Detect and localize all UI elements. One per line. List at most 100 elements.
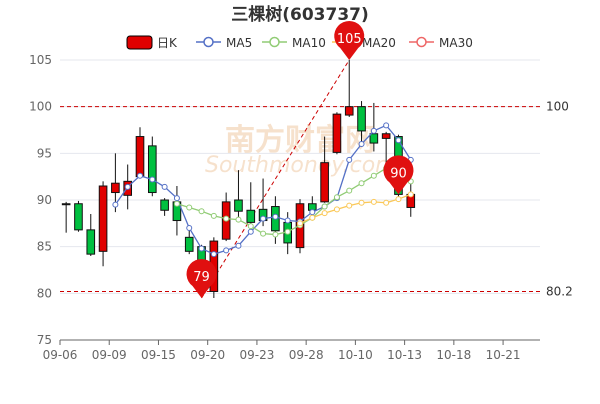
candle-body bbox=[369, 133, 379, 144]
reference-label: 80.2 bbox=[546, 284, 573, 298]
ma-point bbox=[149, 176, 156, 183]
ma-point bbox=[173, 195, 180, 202]
candle-body bbox=[320, 162, 329, 203]
ma-point bbox=[407, 191, 414, 198]
candle-body bbox=[74, 203, 83, 231]
ma-point bbox=[112, 201, 119, 208]
ma-point bbox=[297, 220, 303, 227]
trend-line bbox=[201, 59, 350, 299]
x-tick-label: 09-23 bbox=[239, 348, 274, 362]
ma-point bbox=[395, 137, 402, 144]
legend-label: MA20 bbox=[362, 36, 396, 50]
x-tick-label: 10-13 bbox=[387, 348, 422, 362]
ma-point bbox=[173, 200, 180, 207]
x-tick-label: 09-09 bbox=[92, 348, 127, 362]
ma-point bbox=[358, 141, 365, 147]
ma-point bbox=[223, 215, 230, 222]
legend-label: MA5 bbox=[226, 36, 252, 50]
ma-point bbox=[260, 215, 267, 222]
ma-point bbox=[370, 198, 377, 205]
y-tick-label: 95 bbox=[37, 146, 52, 160]
candle-body bbox=[357, 106, 366, 132]
candle-body bbox=[344, 106, 354, 116]
ma-point bbox=[321, 210, 328, 217]
x-tick-label: 09-15 bbox=[141, 348, 176, 362]
trend-line-layer bbox=[201, 59, 350, 299]
ma-point bbox=[395, 196, 402, 203]
marker-label: 79 bbox=[193, 270, 210, 285]
watermark-cn: 南方财富网 bbox=[225, 123, 375, 158]
ma-point bbox=[137, 172, 143, 179]
ma-point bbox=[198, 245, 205, 252]
candle-body bbox=[246, 209, 256, 223]
ma-line-ma20 bbox=[299, 193, 411, 224]
ma-point bbox=[346, 187, 353, 194]
candle-body bbox=[98, 185, 108, 252]
candles bbox=[61, 60, 416, 298]
y-axis: 75 80 85 90 95 100 105 bbox=[29, 53, 52, 347]
ma-point bbox=[223, 247, 230, 254]
chart-legend: 日K MA5 MA10 MA20 MA30 bbox=[126, 35, 473, 50]
ma-point bbox=[247, 223, 254, 230]
ma-point bbox=[358, 199, 365, 206]
ma-point bbox=[260, 230, 267, 237]
ma-point bbox=[284, 228, 291, 235]
ma-point bbox=[370, 172, 377, 179]
y-tick-label: 90 bbox=[37, 193, 52, 207]
x-axis: 09-06 09-09 09-15 09-20 09-23 09-28 10-10 10-13… bbox=[43, 339, 540, 362]
x-tick-label: 10-10 bbox=[338, 348, 373, 362]
legend-label: MA10 bbox=[292, 36, 326, 50]
candle-body bbox=[234, 199, 243, 212]
ma-point bbox=[321, 203, 328, 210]
ma-point bbox=[161, 183, 168, 190]
ma-point bbox=[272, 231, 279, 238]
ma-point bbox=[247, 228, 254, 235]
candle-body bbox=[61, 203, 71, 206]
markers: 105 79 90 bbox=[186, 21, 414, 298]
ma-point bbox=[383, 199, 390, 206]
watermark: 南方财富网 Southmoney.com bbox=[205, 123, 397, 178]
marker-pin bbox=[383, 155, 414, 195]
ma-point bbox=[370, 127, 377, 134]
ma-point bbox=[346, 202, 353, 209]
reference-label: 100 bbox=[546, 100, 569, 114]
ma-point bbox=[346, 156, 353, 163]
ma-point bbox=[186, 225, 193, 231]
marker-label: 90 bbox=[390, 166, 407, 181]
y-tick-label: 85 bbox=[37, 240, 52, 254]
reference-lines: 100 80.2 bbox=[60, 100, 573, 298]
x-tick-label: 09-06 bbox=[43, 348, 78, 362]
ma-point bbox=[198, 208, 205, 215]
y-tick-label: 75 bbox=[37, 333, 52, 347]
ma-point bbox=[210, 212, 217, 219]
ma-point bbox=[383, 122, 390, 129]
marker-label: 105 bbox=[337, 32, 362, 47]
candle-body bbox=[160, 199, 169, 211]
x-tick-label: 10-21 bbox=[486, 348, 521, 362]
candle-body bbox=[332, 113, 342, 153]
ma-point bbox=[333, 194, 340, 201]
legend-candle-icon bbox=[126, 35, 153, 50]
ma-point bbox=[309, 214, 316, 221]
x-tick-label: 09-28 bbox=[289, 348, 324, 362]
marker-pin bbox=[334, 21, 365, 60]
ma-point bbox=[210, 251, 217, 258]
candle-body bbox=[135, 136, 145, 178]
ma-point bbox=[124, 183, 131, 190]
y-tick-label: 80 bbox=[37, 286, 52, 300]
y-tick-label: 105 bbox=[29, 53, 52, 67]
legend-dot-icon bbox=[203, 36, 214, 48]
ma-point bbox=[358, 180, 365, 187]
ma-point bbox=[309, 209, 316, 216]
legend-dot-icon bbox=[416, 36, 427, 48]
y-tick-label: 100 bbox=[29, 100, 52, 114]
ma-point bbox=[333, 206, 340, 213]
chart-title: 三棵树(603737) bbox=[231, 4, 369, 25]
candle-body bbox=[184, 236, 194, 252]
legend-dot-icon bbox=[269, 36, 280, 48]
ma-point bbox=[235, 216, 242, 223]
candle-body bbox=[111, 182, 120, 194]
ma-point bbox=[235, 242, 242, 249]
candle-body bbox=[86, 229, 96, 255]
